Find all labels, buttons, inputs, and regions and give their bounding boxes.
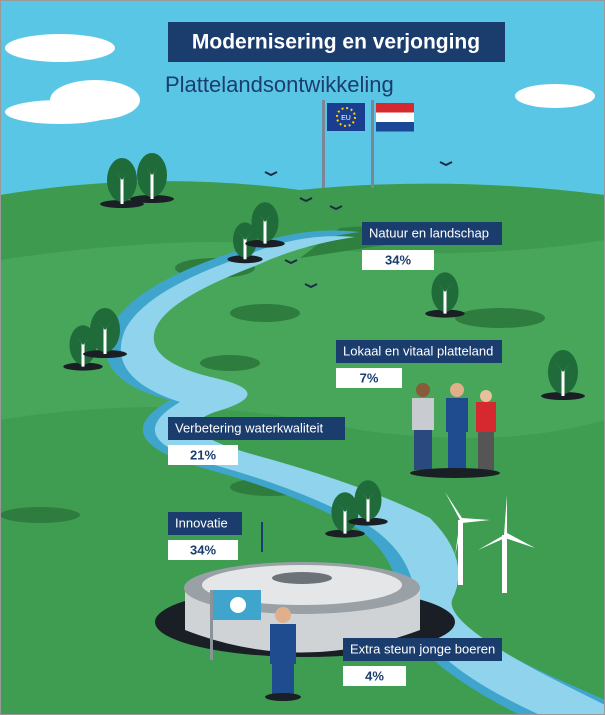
label-text: Innovatie [175, 515, 228, 530]
value-box [168, 540, 238, 560]
birds-part [299, 197, 313, 203]
tree-trunk [257, 212, 273, 244]
value-text: 4% [365, 668, 384, 683]
birds-part [264, 171, 278, 177]
tree-trunk [360, 490, 376, 522]
label-text: Verbetering waterkwaliteit [175, 420, 324, 435]
landscape-part [455, 308, 545, 328]
label-text: Lokaal en vitaal platteland [343, 343, 493, 358]
people-part [478, 432, 494, 470]
value-box [343, 666, 406, 686]
flags-part [322, 100, 325, 188]
people-part [414, 430, 432, 470]
people-part [446, 398, 468, 432]
people-part [476, 402, 496, 432]
birds-part [439, 161, 453, 167]
tree-trunk [555, 362, 571, 396]
landscape-part [0, 507, 80, 523]
landscape-part [230, 304, 300, 322]
value-box [168, 445, 238, 465]
wind-turbines [445, 492, 535, 593]
landscape-part [200, 355, 260, 371]
tree-trunk [75, 335, 91, 367]
barn-part [272, 572, 332, 584]
birds [264, 161, 453, 289]
label-text: Extra steun jonge boeren [350, 641, 495, 656]
people-part [480, 390, 492, 402]
flags-part [376, 112, 414, 122]
people [265, 383, 500, 701]
tree-trunk [114, 170, 130, 204]
title-block: Modernisering en verjonging Plattelandso… [165, 22, 505, 97]
label-box [168, 512, 242, 535]
label-box [168, 417, 345, 440]
people-part [448, 432, 466, 472]
flags-part [327, 103, 365, 131]
people-part [272, 664, 294, 694]
people-part [270, 624, 296, 664]
label-text: Natuur en landschap [369, 225, 489, 240]
sky-part [5, 34, 115, 62]
flags-part [376, 103, 414, 113]
sky-part [5, 100, 115, 124]
flag-text: EU [341, 115, 351, 122]
trees [63, 153, 585, 538]
wind-turbines-part [502, 535, 507, 593]
barn-part [230, 597, 246, 613]
tree-trunk [237, 230, 253, 260]
value-box [336, 368, 402, 388]
people-part [410, 468, 500, 478]
people-part [265, 693, 301, 701]
value-text: 7% [360, 370, 379, 385]
barn-part [210, 590, 213, 660]
birds-part [284, 259, 298, 265]
flags-part [336, 107, 356, 127]
value-box [362, 250, 434, 270]
people-part [275, 607, 291, 623]
tree-trunk [144, 165, 160, 199]
sky-part [515, 84, 595, 108]
tree-trunk [437, 282, 453, 314]
flags-part [376, 122, 414, 132]
tree-trunk [97, 320, 113, 354]
flags-part [371, 100, 374, 188]
birds-part [329, 205, 343, 211]
labels: Natuur en landschap 34% Lokaal en vitaal p… [168, 222, 502, 686]
people-part [450, 383, 464, 397]
title: Modernisering en verjonging [192, 31, 480, 54]
tree-trunk [337, 502, 353, 534]
people-part [416, 383, 430, 397]
people-part [412, 398, 434, 430]
subtitle: Plattelandsontwikkeling [165, 72, 394, 97]
value-text: 21% [190, 447, 216, 462]
label-box [336, 340, 502, 363]
wind-turbines-part [458, 520, 463, 585]
title-block-part [168, 22, 505, 62]
label-box [362, 222, 502, 245]
value-text: 34% [190, 542, 216, 557]
label-box [343, 638, 502, 661]
wind-turbines-part [478, 495, 535, 550]
flags: EU [322, 100, 414, 188]
birds-part [304, 283, 318, 289]
value-text: 34% [385, 252, 411, 267]
